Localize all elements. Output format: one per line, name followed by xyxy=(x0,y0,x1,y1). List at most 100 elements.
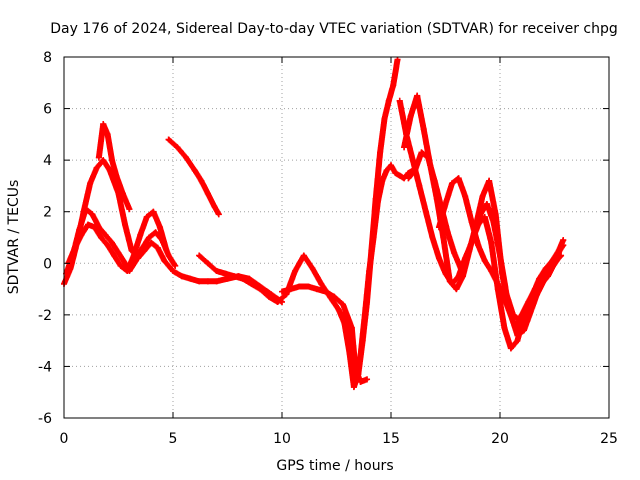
data-point xyxy=(418,149,425,156)
data-point xyxy=(527,309,534,316)
data-point xyxy=(507,345,514,352)
data-point xyxy=(148,239,155,246)
data-point xyxy=(392,170,399,177)
data-point xyxy=(292,268,299,275)
data-point xyxy=(488,268,495,275)
data-point xyxy=(523,306,530,313)
data-point xyxy=(553,257,560,264)
data-point xyxy=(422,208,429,215)
y-tick-label: -4 xyxy=(38,359,52,375)
data-point xyxy=(340,311,347,318)
data-point xyxy=(381,115,388,122)
data-point xyxy=(536,275,543,282)
data-point xyxy=(187,275,194,282)
data-point xyxy=(170,268,176,275)
data-point xyxy=(372,195,379,202)
data-point xyxy=(183,154,190,161)
data-point xyxy=(464,252,471,259)
series-marker-trace xyxy=(165,136,222,218)
data-point xyxy=(451,249,458,256)
x-tick-label: 10 xyxy=(273,431,291,447)
data-point xyxy=(113,172,120,179)
data-point xyxy=(305,283,312,290)
data-point xyxy=(364,376,371,383)
data-point xyxy=(196,278,203,285)
data-point xyxy=(265,293,272,300)
data-point xyxy=(516,317,523,324)
data-point xyxy=(383,167,390,174)
data-point xyxy=(100,157,107,164)
data-point xyxy=(222,270,229,277)
data-point xyxy=(420,126,427,133)
data-point xyxy=(555,247,562,254)
data-point xyxy=(279,288,285,295)
y-tick-label: 0 xyxy=(43,256,52,272)
data-point xyxy=(453,286,460,293)
data-point xyxy=(115,249,122,256)
data-point xyxy=(490,219,497,226)
data-point xyxy=(346,350,353,357)
data-point xyxy=(501,296,508,303)
data-point xyxy=(388,162,394,169)
data-point xyxy=(198,177,205,184)
data-point xyxy=(78,231,85,238)
data-point xyxy=(322,288,329,295)
data-point xyxy=(486,177,493,184)
data-point xyxy=(440,234,447,241)
data-point xyxy=(174,144,181,151)
data-point xyxy=(146,234,153,241)
data-point xyxy=(204,278,211,285)
data-point xyxy=(558,252,565,259)
data-point xyxy=(401,144,408,151)
data-point xyxy=(150,208,157,215)
series-marker-trace xyxy=(340,56,401,391)
data-point xyxy=(130,252,137,259)
data-point xyxy=(163,247,170,254)
data-point xyxy=(355,371,362,378)
data-point xyxy=(390,82,397,89)
data-point xyxy=(414,92,421,99)
data-point xyxy=(191,167,198,174)
data-point xyxy=(139,244,146,251)
data-point xyxy=(152,229,159,236)
data-point xyxy=(335,306,342,313)
data-point xyxy=(514,332,521,339)
data-point xyxy=(104,242,111,249)
data-point xyxy=(444,229,451,236)
data-point xyxy=(204,260,211,267)
data-point xyxy=(248,280,255,287)
data-point xyxy=(239,275,246,282)
data-point xyxy=(407,113,414,120)
data-point xyxy=(459,273,466,280)
data-point xyxy=(368,247,375,254)
data-point xyxy=(560,237,567,244)
data-point xyxy=(409,157,416,164)
series-track-6 xyxy=(196,252,371,385)
data-point xyxy=(431,177,438,184)
data-point xyxy=(501,324,508,331)
data-point xyxy=(457,265,464,272)
data-point xyxy=(126,206,133,213)
data-point xyxy=(468,219,475,226)
data-point xyxy=(172,262,179,269)
data-point xyxy=(119,190,126,197)
data-point xyxy=(143,213,150,220)
data-point xyxy=(416,182,423,189)
data-point xyxy=(296,283,303,290)
chart-title: Day 176 of 2024, Sidereal Day-to-day VTE… xyxy=(50,21,618,37)
data-point xyxy=(313,286,320,293)
data-point xyxy=(542,265,549,272)
data-point xyxy=(331,293,338,300)
data-point xyxy=(350,384,357,391)
data-point xyxy=(95,154,102,161)
data-point xyxy=(257,286,264,293)
plot-frame xyxy=(63,56,610,419)
data-point xyxy=(348,324,355,331)
data-point xyxy=(165,252,172,259)
data-point xyxy=(318,280,325,287)
data-point xyxy=(215,211,222,218)
y-tick-label: 2 xyxy=(43,205,52,221)
data-point xyxy=(497,252,503,259)
y-tick-label: 4 xyxy=(43,153,52,169)
data-point xyxy=(514,337,521,344)
